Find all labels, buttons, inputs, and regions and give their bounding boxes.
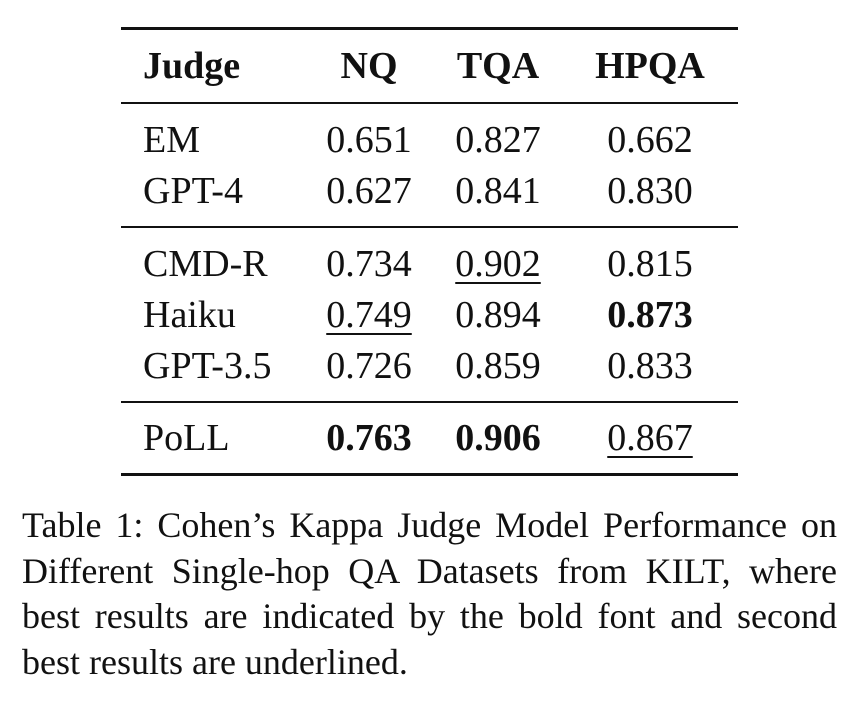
judge-name-cell: GPT-4 xyxy=(121,165,304,228)
tqa-score-cell: 0.827 xyxy=(455,118,541,161)
hpqa-score-cell: 0.833 xyxy=(562,340,738,403)
table-caption: Table 1: Cohen’s Kappa Judge Model Perfo… xyxy=(22,505,837,682)
hpqa-score-cell: 0.830 xyxy=(562,165,738,228)
table-row: Haiku 0.749 0.894 0.873 xyxy=(121,289,738,340)
table-row: GPT-4 0.627 0.841 0.830 xyxy=(121,165,738,228)
header-tqa: TQA xyxy=(434,28,562,104)
table-row: GPT-3.5 0.726 0.859 0.833 xyxy=(121,340,738,403)
table-row: PoLL 0.763 0.906 0.867 xyxy=(121,402,738,475)
second-best-value: 0.867 xyxy=(607,417,693,459)
nq-score-cell: 0.749 xyxy=(304,289,434,340)
results-table-container: Judge NQ TQA HPQA EM 0.651 0.827 0.662 G… xyxy=(121,27,738,476)
nq-score-cell: 0.726 xyxy=(304,340,434,403)
nq-score-cell: 0.763 xyxy=(304,402,434,475)
results-table: Judge NQ TQA HPQA EM 0.651 0.827 0.662 G… xyxy=(121,27,738,476)
nq-score-cell: 0.734 xyxy=(326,242,412,285)
header-judge: Judge xyxy=(121,28,304,104)
judge-name-cell: PoLL xyxy=(143,417,230,459)
judge-name-cell: EM xyxy=(143,118,200,161)
tqa-score-cell: 0.894 xyxy=(455,293,541,336)
table-header-row: Judge NQ TQA HPQA xyxy=(121,28,738,104)
nq-score-cell: 0.627 xyxy=(304,165,434,228)
best-value: 0.763 xyxy=(326,417,412,459)
judge-name-cell: GPT-3.5 xyxy=(121,340,304,403)
second-best-value: 0.902 xyxy=(455,242,541,285)
best-value: 0.873 xyxy=(607,293,693,336)
judge-name-cell: CMD-R xyxy=(143,242,268,285)
hpqa-score-cell: 0.873 xyxy=(562,289,738,340)
tqa-score-cell: 0.859 xyxy=(434,340,562,403)
hpqa-score-cell: 0.662 xyxy=(607,118,693,161)
tqa-score-cell: 0.902 xyxy=(434,227,562,289)
header-hpqa: HPQA xyxy=(562,28,738,104)
second-best-value: 0.749 xyxy=(326,293,412,336)
hpqa-score-cell: 0.815 xyxy=(607,242,693,285)
tqa-score-cell: 0.906 xyxy=(434,402,562,475)
judge-name-cell: Haiku xyxy=(143,293,236,336)
nq-score-cell: 0.651 xyxy=(326,118,412,161)
hpqa-score-cell: 0.867 xyxy=(562,402,738,475)
best-value: 0.906 xyxy=(455,417,541,459)
table-row: EM 0.651 0.827 0.662 xyxy=(121,103,738,165)
table-row: CMD-R 0.734 0.902 0.815 xyxy=(121,227,738,289)
header-nq: NQ xyxy=(304,28,434,104)
tqa-score-cell: 0.841 xyxy=(434,165,562,228)
